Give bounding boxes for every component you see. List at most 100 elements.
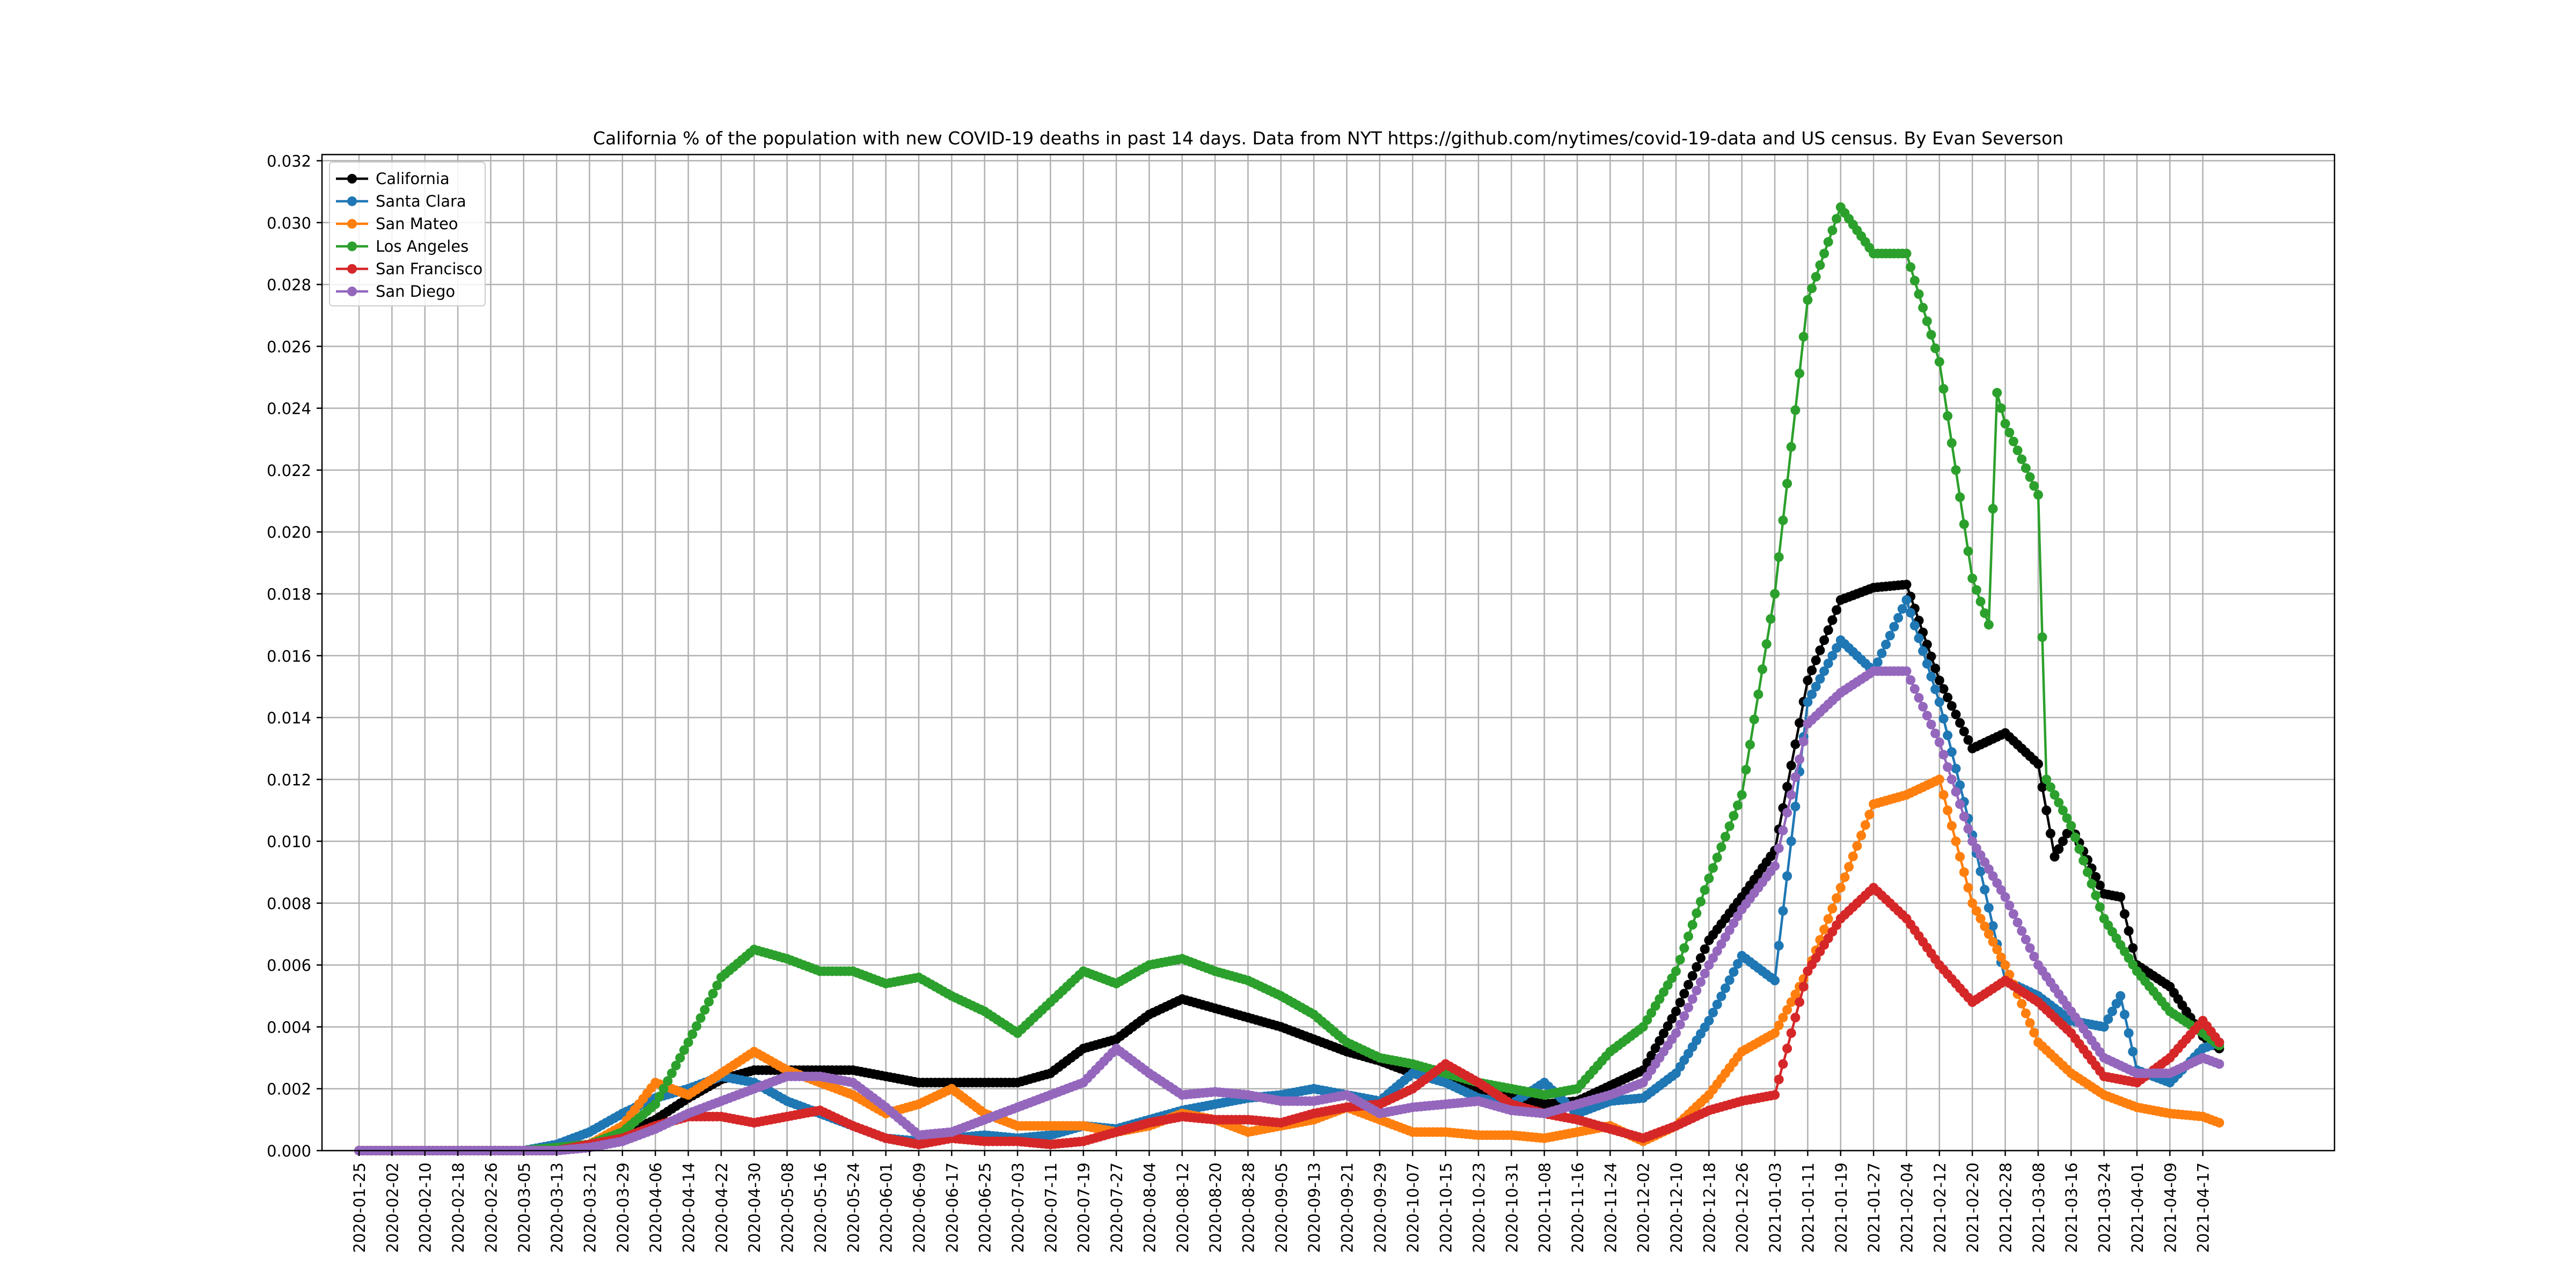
data-point	[1716, 842, 1726, 852]
x-tick-label: 2020-06-17	[943, 1162, 961, 1253]
data-point	[1745, 740, 1755, 750]
data-point	[1782, 479, 1792, 489]
data-point	[1782, 1043, 1792, 1053]
data-point	[1930, 663, 1941, 674]
data-point	[1708, 863, 1718, 873]
data-point	[2054, 844, 2064, 854]
data-point	[2025, 943, 2035, 953]
data-point	[2000, 892, 2010, 902]
data-point	[1922, 658, 1932, 669]
x-tick-label: 2020-12-10	[1667, 1162, 1686, 1253]
data-point	[1918, 646, 1928, 656]
x-tick-label: 2020-02-26	[482, 1162, 500, 1253]
data-point	[1790, 772, 1801, 782]
data-point	[679, 1045, 689, 1055]
data-point	[1803, 295, 1813, 305]
data-point	[1926, 652, 1936, 662]
data-point	[1906, 262, 1916, 272]
data-point	[1692, 908, 1702, 918]
chart-title: California % of the population with new …	[593, 128, 2063, 149]
data-point	[1721, 832, 1730, 841]
data-point	[658, 1084, 669, 1094]
data-point	[1667, 1014, 1677, 1024]
data-point	[2017, 926, 2027, 936]
data-point	[1798, 332, 1809, 342]
data-point	[1819, 666, 1829, 676]
data-point	[667, 1068, 677, 1078]
legend-swatch-marker	[347, 241, 357, 251]
x-tick-label: 2020-11-16	[1569, 1162, 1587, 1253]
legend-item: San Francisco	[336, 260, 482, 278]
x-tick-label: 2021-03-08	[2030, 1162, 2048, 1253]
data-point	[700, 1005, 710, 1015]
data-point	[1980, 857, 1990, 867]
data-point	[1934, 697, 1944, 707]
data-point	[2214, 1037, 2224, 1048]
data-point	[1700, 885, 1710, 895]
data-point	[1770, 1028, 1780, 1038]
data-point	[1733, 911, 1743, 921]
data-point	[1642, 1058, 1652, 1068]
data-point	[1790, 801, 1801, 811]
x-tick-label: 2020-12-02	[1635, 1162, 1653, 1253]
data-point	[1827, 225, 1838, 236]
x-tick-label: 2020-07-19	[1075, 1162, 1093, 1253]
x-tick-label: 2020-05-24	[844, 1162, 862, 1253]
data-point	[1758, 664, 1767, 674]
data-point	[1782, 1005, 1792, 1015]
data-point	[1881, 639, 1891, 649]
data-point	[1679, 989, 1689, 999]
data-point	[1667, 973, 1677, 983]
data-point	[1704, 960, 1714, 970]
data-point	[1877, 648, 1887, 658]
data-point	[2116, 892, 2126, 902]
data-point	[1807, 665, 1817, 676]
data-point	[1832, 605, 1842, 615]
data-point	[2045, 782, 2055, 792]
data-point	[1795, 368, 1805, 378]
x-tick-label: 2020-11-08	[1536, 1162, 1554, 1253]
data-point	[2079, 855, 2089, 866]
x-tick-label: 2020-02-18	[449, 1162, 467, 1253]
data-point	[1914, 289, 1924, 299]
data-point	[1807, 689, 1817, 699]
data-point	[1770, 1090, 1780, 1100]
x-tick-label: 2020-02-02	[383, 1162, 401, 1253]
data-point	[1704, 873, 1714, 883]
data-point	[1975, 596, 1986, 606]
data-point	[683, 1037, 693, 1048]
data-point	[1811, 682, 1821, 692]
data-point	[1786, 442, 1796, 452]
x-tick-label: 2020-08-28	[1239, 1162, 1257, 1253]
data-point	[1930, 343, 1941, 353]
data-point	[1741, 765, 1751, 775]
data-point	[1946, 701, 1957, 711]
x-tick-label: 2021-04-01	[2128, 1162, 2147, 1253]
data-point	[1934, 357, 1944, 367]
data-point	[1909, 275, 1920, 286]
data-point	[1934, 774, 1944, 785]
x-tick-label: 2021-01-11	[1799, 1162, 1817, 1253]
data-point	[1729, 967, 1739, 977]
x-tick-label: 2021-01-19	[1832, 1162, 1850, 1253]
data-point	[2029, 952, 2039, 962]
data-point	[1700, 969, 1710, 978]
data-point	[1712, 852, 1722, 862]
data-point	[1675, 955, 1685, 965]
data-point	[1946, 774, 1957, 785]
data-point	[687, 1029, 698, 1040]
data-point	[2050, 790, 2060, 800]
data-point	[1893, 613, 1904, 623]
data-point	[1671, 1006, 1681, 1016]
data-point	[1926, 671, 1936, 682]
data-point	[2025, 1018, 2035, 1028]
legend-swatch-marker	[347, 174, 357, 184]
data-point	[1996, 885, 2006, 895]
data-point	[1946, 747, 1957, 757]
data-point	[1951, 764, 1961, 774]
data-point	[1992, 878, 2002, 888]
data-point	[1943, 692, 1953, 702]
data-point	[1774, 843, 1784, 853]
y-tick-label: 0.012	[267, 771, 311, 789]
grid-lines	[322, 155, 2334, 1152]
